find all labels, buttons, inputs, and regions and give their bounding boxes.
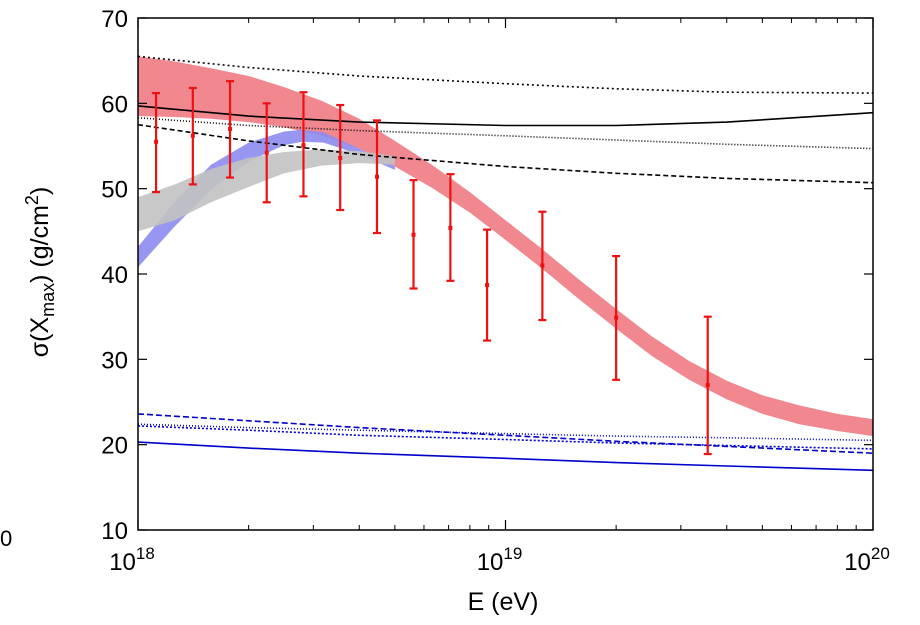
y-tick-label: 10 (101, 518, 128, 545)
y-tick-label: 70 (101, 6, 128, 33)
data-point-10 (540, 263, 545, 268)
data-point-6 (374, 174, 379, 179)
series-line-2 (137, 55, 874, 94)
series-line-0 (137, 105, 874, 127)
x-tick-label: 1020 (844, 544, 890, 576)
y-axis-label: σ(Xmax) (g/cm2) (22, 187, 58, 358)
lines-layer (137, 55, 874, 472)
y-tick-label: 20 (101, 433, 128, 460)
x-tick-label: 1019 (477, 544, 523, 576)
points-layer (152, 80, 712, 456)
data-point-8 (448, 225, 453, 230)
data-point-2 (228, 126, 233, 131)
y-tick-label: 30 (101, 347, 128, 374)
series-line-4 (137, 441, 874, 472)
series-line-5 (137, 413, 874, 454)
x-tick-label: 1018 (109, 544, 155, 576)
y-axis-label-sub: max (38, 283, 58, 317)
x-tick-label-base: 10 (844, 549, 871, 576)
y-axis-label-prefix: σ(X (26, 317, 54, 358)
data-point-3 (264, 150, 269, 155)
data-point-1 (190, 133, 195, 138)
data-point-9 (485, 283, 490, 288)
stray-clipped-label: 0 (0, 526, 12, 551)
y-axis-label-suffix: ) (26, 187, 54, 195)
x-tick-label-base: 10 (109, 549, 136, 576)
data-point-7 (411, 232, 416, 237)
y-axis-label-mid: ) (g/cm (26, 205, 54, 283)
series-line-7 (137, 423, 874, 442)
x-tick-label-base: 10 (477, 549, 504, 576)
data-point-11 (614, 315, 619, 320)
data-point-5 (338, 155, 343, 160)
y-axis-label-sup: 2 (22, 195, 42, 205)
y-tick-label: 50 (101, 177, 128, 204)
bands-layer (138, 56, 873, 437)
data-point-4 (301, 143, 306, 148)
y-tick-label: 40 (101, 262, 128, 289)
data-point-12 (705, 382, 710, 387)
series-line-6 (137, 425, 874, 450)
x-axis-label: E (eV) (468, 588, 539, 616)
x-tick-label-exponent: 20 (871, 544, 890, 563)
x-tick-label-exponent: 18 (136, 544, 155, 563)
band-0 (138, 56, 873, 437)
y-tick-label: 60 (101, 91, 128, 118)
series-line-1 (137, 123, 874, 184)
x-tick-label-exponent: 19 (503, 544, 522, 563)
data-point-0 (154, 139, 159, 144)
